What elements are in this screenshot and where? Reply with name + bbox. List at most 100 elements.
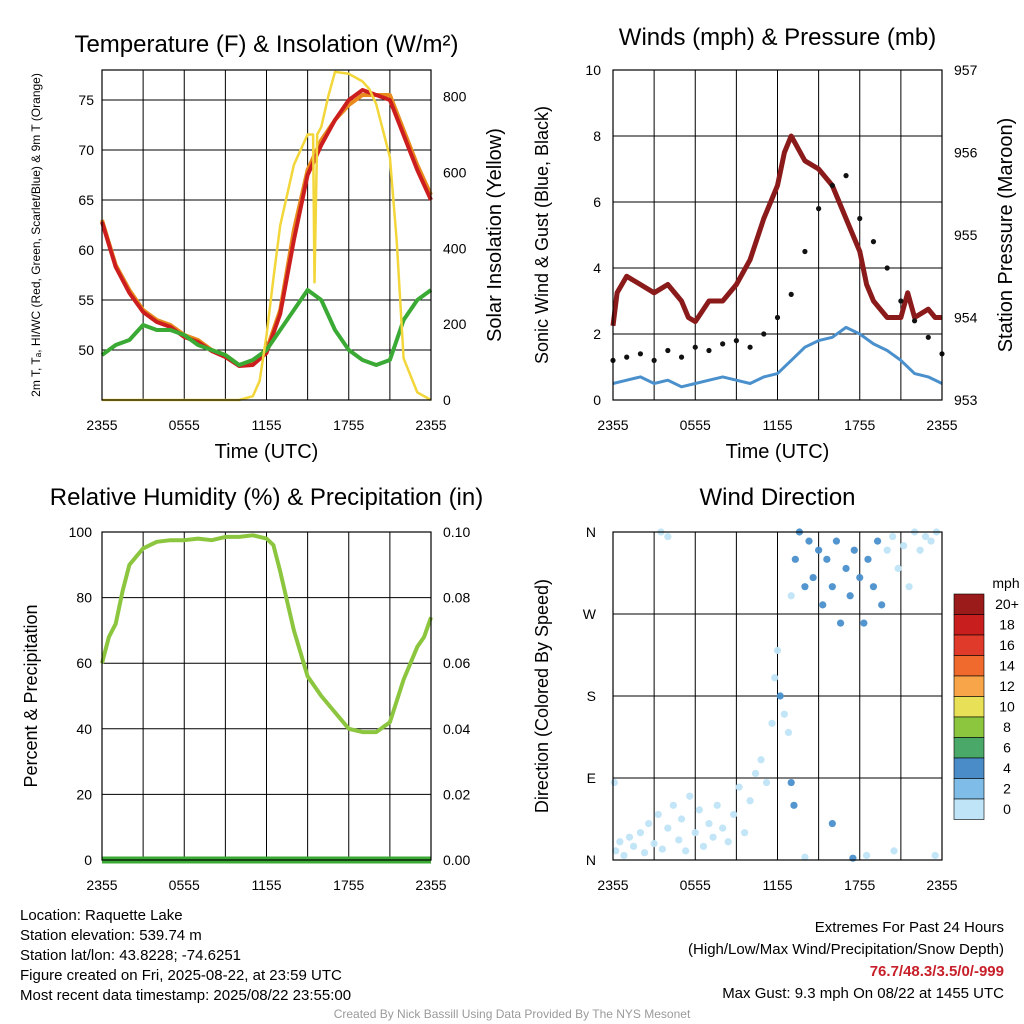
colorbar-swatch — [953, 757, 985, 779]
direction-point — [784, 728, 793, 737]
direction-point — [636, 829, 645, 837]
direction-point — [746, 797, 754, 805]
gust-point — [911, 318, 918, 324]
plot-frame — [101, 69, 432, 401]
series-line — [100, 88, 433, 368]
direction-point — [625, 833, 634, 841]
y-tick-label-left: 60 — [76, 655, 92, 671]
x-axis-label: Time (UTC) — [726, 441, 830, 463]
x-tick-label: 0555 — [169, 417, 200, 433]
direction-point — [713, 801, 721, 809]
direction-point — [669, 801, 677, 809]
chart-title: Wind Direction — [699, 484, 855, 511]
y-tick-label-right: 957 — [954, 62, 978, 78]
direction-point — [620, 851, 628, 860]
direction-point — [823, 555, 831, 563]
gust-point — [802, 248, 808, 255]
colorbar-swatch — [953, 716, 985, 738]
x-axis-label: Time (UTC) — [215, 441, 319, 463]
gust-point — [816, 206, 822, 212]
y-tick-label-right: 600 — [443, 164, 467, 180]
x-tick-label: 2355 — [926, 877, 957, 893]
colorbar-swatch — [953, 696, 985, 718]
gust-point — [843, 173, 849, 179]
direction-point — [691, 829, 699, 837]
direction-point — [916, 546, 924, 554]
y-tick-label-left: 80 — [76, 590, 92, 606]
direction-point — [860, 619, 868, 627]
y-axis-label-left: Percent & Precipitation — [21, 604, 41, 787]
gust-point — [665, 347, 671, 354]
y-tick-label-left: 40 — [76, 721, 92, 737]
extremes-title: Extremes For Past 24 Hours — [814, 919, 1004, 936]
direction-point — [612, 847, 620, 855]
y-tick-label-left: 2 — [593, 326, 601, 342]
y-tick-label-right: 0.02 — [443, 786, 470, 802]
direction-point — [686, 792, 694, 800]
x-tick-label: 1155 — [762, 417, 792, 433]
direction-point — [776, 692, 784, 700]
y-tick-label-left: 10 — [585, 62, 601, 78]
y-tick-label-left: 100 — [69, 524, 93, 540]
gust-point — [829, 182, 835, 189]
elevation-text: Station elevation: 539.74 m — [20, 927, 202, 944]
colorbar-swatch — [953, 778, 985, 800]
direction-point — [719, 824, 727, 832]
y-tick-label-left: 0 — [84, 852, 92, 868]
y-tick-label-left: W — [583, 606, 597, 622]
direction-point — [757, 756, 765, 764]
y-tick-label-left: 75 — [78, 92, 94, 108]
x-tick-label: 1155 — [762, 877, 792, 893]
colorbar-label: 6 — [1003, 740, 1011, 756]
plot-frame — [101, 531, 432, 861]
y-tick-label-right: 954 — [954, 310, 978, 326]
direction-point — [762, 778, 771, 787]
y-tick-label-right: 0.04 — [443, 721, 470, 737]
direction-point — [878, 601, 886, 609]
x-tick-label: 1755 — [844, 877, 875, 893]
direction-point — [730, 810, 738, 819]
y-tick-label-left: 20 — [76, 786, 92, 802]
gust-point — [692, 344, 698, 350]
direction-point — [900, 542, 908, 550]
direction-point — [849, 854, 857, 862]
gust-point — [884, 265, 890, 271]
y-tick-label-right: 955 — [954, 227, 978, 243]
gust-point — [733, 338, 739, 344]
y-tick-label-right: 0.08 — [443, 590, 470, 606]
created-text: Figure created on Fri, 2025-08-22, at 23… — [20, 967, 342, 984]
direction-point — [640, 849, 649, 857]
x-tick-label: 2355 — [415, 877, 446, 893]
colorbar-label: 12 — [999, 678, 1015, 694]
direction-point — [809, 573, 817, 582]
gust-point — [925, 334, 931, 340]
y-tick-label-left: N — [586, 524, 596, 540]
y-tick-label-right: 400 — [443, 240, 467, 256]
colorbar-label: 0 — [1003, 801, 1011, 817]
x-tick-label: 2355 — [926, 417, 957, 433]
plot-frame — [612, 531, 943, 861]
direction-point — [741, 829, 749, 837]
direction-point — [921, 532, 930, 541]
direction-point — [815, 546, 823, 554]
y-tick-label-left: 0 — [593, 392, 601, 408]
colorbar-swatch — [953, 593, 985, 615]
direction-point — [645, 819, 653, 828]
direction-point — [664, 824, 672, 832]
x-tick-label: 2355 — [86, 417, 117, 433]
direction-point — [768, 719, 776, 727]
direction-point — [664, 532, 672, 541]
direction-point — [791, 555, 799, 563]
x-tick-label: 2355 — [415, 417, 446, 433]
direction-point — [836, 619, 845, 627]
colorbar-label: 16 — [999, 637, 1015, 653]
direction-point — [751, 769, 760, 778]
direction-point — [735, 783, 743, 791]
colorbar-title: mph — [992, 575, 1019, 591]
colorbar-label: 8 — [1003, 719, 1011, 735]
y-tick-label-right: 0.06 — [443, 655, 470, 671]
y-tick-label-right: 200 — [443, 316, 467, 332]
y-tick-label-right: 0.10 — [443, 524, 470, 540]
gust-point — [747, 344, 753, 350]
